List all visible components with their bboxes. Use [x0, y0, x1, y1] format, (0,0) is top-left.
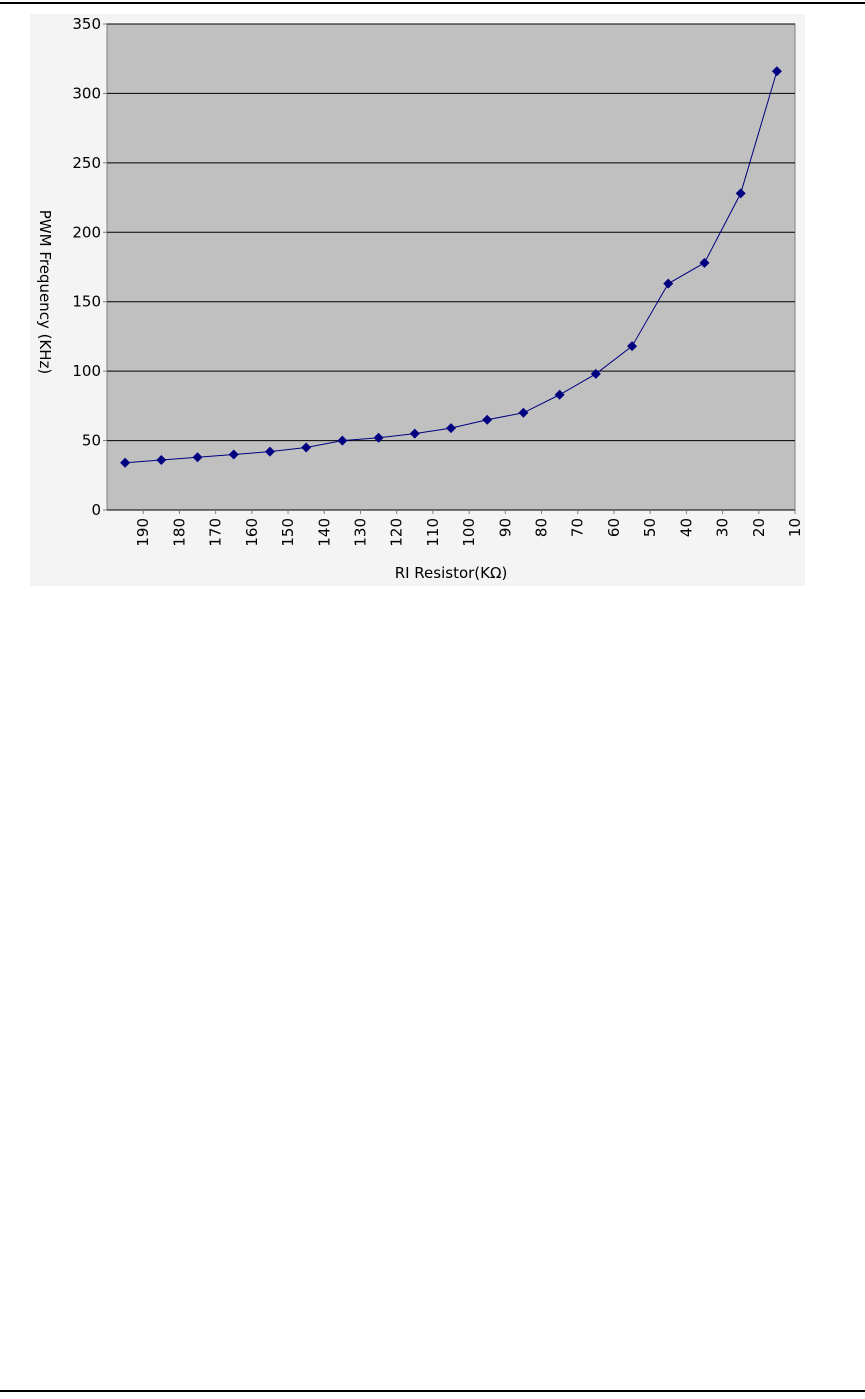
data-point: [409, 428, 420, 439]
x-tick-label: 20: [750, 518, 768, 537]
x-tick-label: 30: [714, 518, 732, 537]
y-axis-label: PWM Frequency (KHz): [36, 210, 54, 375]
data-point: [301, 442, 312, 453]
data-point: [156, 455, 167, 466]
y-tick-label: 250: [72, 154, 101, 172]
data-point: [518, 407, 529, 418]
x-tick-label: 110: [424, 518, 442, 547]
y-tick-label: 100: [72, 362, 101, 380]
x-tick-label: 40: [677, 518, 695, 537]
plot-area: [106, 23, 796, 511]
x-tick-label: 140: [315, 518, 333, 547]
data-point: [482, 414, 493, 425]
data-point: [120, 457, 131, 468]
data-point: [663, 278, 674, 289]
data-point: [627, 341, 638, 352]
x-tick-label: 160: [243, 518, 261, 547]
x-axis-label: RI Resistor(KΩ): [395, 564, 508, 582]
x-tick-label: 100: [460, 518, 478, 547]
data-point: [771, 66, 782, 77]
x-tick-label: 120: [388, 518, 406, 547]
y-tick-label: 0: [91, 501, 101, 519]
y-tick-label: 50: [82, 432, 101, 450]
data-point: [554, 389, 565, 400]
x-tick-label: 150: [279, 518, 297, 547]
y-tick-label: 350: [72, 15, 101, 33]
data-point: [228, 449, 239, 460]
data-point: [699, 257, 710, 268]
data-point: [735, 188, 746, 199]
y-tick-label: 200: [72, 223, 101, 241]
x-tick-label: 180: [170, 518, 188, 547]
y-tick-label: 300: [72, 84, 101, 102]
y-tick-label: 150: [72, 293, 101, 311]
x-tick-label: 130: [351, 518, 369, 547]
x-tick-label: 80: [533, 518, 551, 537]
x-tick-label: 70: [569, 518, 587, 537]
x-tick-label: 190: [134, 518, 152, 547]
x-tick-label: 90: [496, 518, 514, 537]
x-tick-label: 10: [786, 518, 804, 537]
data-point: [446, 423, 456, 434]
data-point: [373, 432, 384, 443]
data-point: [337, 435, 348, 446]
data-point: [590, 368, 601, 379]
x-tick-label: 60: [605, 518, 623, 537]
data-point: [192, 452, 203, 463]
x-tick-label: 50: [641, 518, 659, 537]
x-tick-label: 170: [207, 518, 225, 547]
data-point: [264, 446, 275, 457]
